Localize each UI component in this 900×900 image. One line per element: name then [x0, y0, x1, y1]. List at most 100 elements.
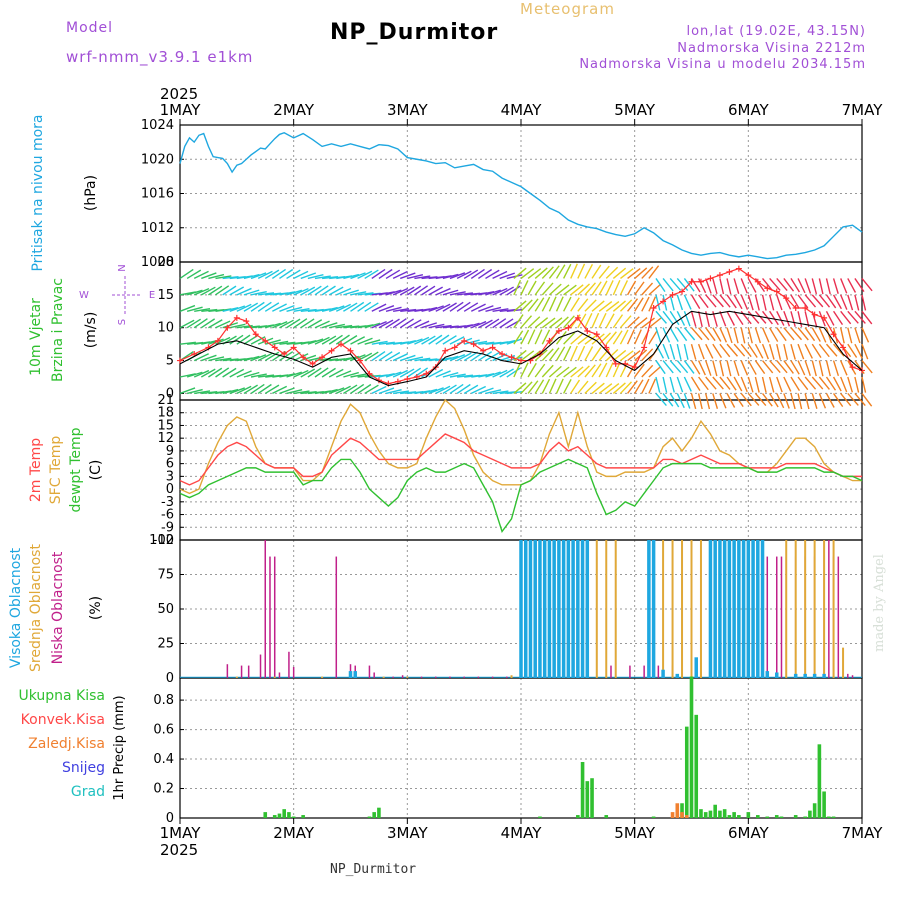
wind-barb	[648, 296, 657, 312]
wind-barb	[264, 269, 280, 280]
cloud_high-bar	[737, 540, 741, 678]
y-tick-label: 1012	[141, 221, 174, 236]
wind-barb	[612, 279, 621, 296]
wind-barb	[499, 354, 516, 362]
wind-barb	[520, 268, 535, 279]
wind-barb	[307, 367, 322, 378]
wind-barb	[584, 333, 599, 345]
wind-barb	[776, 327, 787, 342]
wind-barb	[733, 294, 743, 310]
wind-barb	[832, 278, 839, 294]
wind-gust-marker	[764, 285, 771, 292]
precip_total-bar	[590, 778, 594, 818]
wind-barb	[705, 327, 716, 342]
wind-barb	[257, 383, 272, 395]
wind-barb	[783, 311, 791, 327]
wind-barb	[428, 334, 443, 345]
precip_total-bar	[793, 815, 798, 818]
x-tick-label-bottom: 2MAY	[273, 824, 315, 842]
y-axis-label-dewpoint: dewpt Temp	[68, 427, 84, 512]
x-tick-label-bottom: 3MAY	[387, 824, 429, 842]
cloud_high-bar	[741, 540, 746, 678]
wind-barb	[783, 327, 795, 341]
y-tick-label: 12	[157, 431, 174, 446]
precip_total-bar	[808, 810, 812, 818]
precip_total-bar	[576, 815, 580, 818]
wind-barb	[726, 343, 739, 357]
wind-barb	[414, 275, 431, 280]
wind-barb	[371, 303, 387, 312]
wind-gust-marker	[489, 344, 496, 351]
wind-barb	[201, 340, 218, 345]
wind-barb	[200, 286, 216, 296]
x-tick-label-top: 2MAY	[273, 101, 315, 119]
wind-barb	[605, 266, 619, 279]
precip_total-bar	[727, 815, 732, 818]
wind-barb	[343, 384, 358, 395]
wind-barb	[605, 280, 614, 296]
wind-barb	[648, 330, 658, 345]
precip-legend-item: Zaledj.Kisa	[28, 736, 105, 752]
wind-barb	[861, 327, 870, 343]
wind-barb	[442, 355, 459, 362]
cloud_mid-bar	[794, 540, 797, 678]
y-tick-label: 0	[166, 671, 174, 686]
wind-barb	[584, 263, 594, 279]
wind-barb	[527, 298, 539, 312]
wind-barb	[371, 350, 386, 362]
precip_total-bar	[694, 714, 699, 818]
x-tick-label-bottom: 4MAY	[501, 824, 543, 842]
wind-barb	[655, 360, 666, 375]
wind-barb	[818, 278, 824, 295]
wind-barb	[818, 294, 831, 308]
wind-barb	[272, 303, 287, 312]
wind-gust-marker	[859, 367, 865, 374]
wind-barb	[378, 341, 395, 345]
wind-barb	[669, 294, 675, 311]
wind-barb	[350, 272, 366, 280]
wind-barb	[378, 351, 393, 362]
wind-barb	[705, 376, 717, 390]
wind-barb	[314, 336, 330, 345]
precip_total-bar	[737, 815, 741, 818]
wind-barb	[428, 368, 444, 378]
wind-barb	[193, 270, 209, 280]
wind-barb	[357, 337, 373, 345]
wind-barb	[776, 310, 785, 326]
wind-barb	[357, 374, 374, 378]
cloud_low-bar	[629, 665, 631, 678]
wind-barb	[705, 343, 714, 359]
wind-barb	[534, 329, 543, 345]
wind-barb	[534, 297, 545, 312]
wind-barb	[641, 282, 654, 296]
cloud_mid-bar	[595, 540, 598, 678]
wind-barb	[740, 327, 746, 344]
cloud_high-bar	[760, 540, 765, 678]
wind-barb	[733, 360, 740, 377]
wind-barb	[619, 280, 629, 296]
wind-barb	[257, 352, 273, 362]
wind-barb	[797, 327, 809, 341]
cloud_high-bar	[557, 540, 561, 678]
wind-barb	[286, 371, 303, 378]
wind-barb	[847, 278, 857, 293]
wind-gust-marker	[697, 278, 704, 285]
wind-gust-marker	[792, 305, 799, 311]
cloud_mid-bar	[321, 676, 324, 678]
wind-barb	[563, 296, 572, 312]
wind-barb	[861, 277, 873, 292]
wind-barb	[577, 263, 586, 279]
wind-barb	[250, 373, 267, 378]
precip_total-bar	[580, 762, 585, 818]
wind-barb	[754, 360, 766, 375]
cloud_high-bar	[561, 540, 566, 678]
wind-barb	[513, 279, 522, 296]
wind-barb	[350, 291, 367, 296]
wind-barb	[208, 273, 225, 280]
wind-barb	[825, 278, 831, 295]
cloud_high-bar	[661, 669, 665, 678]
wind-barb	[499, 318, 514, 329]
y-tick-label: 0.4	[153, 752, 174, 767]
wind-gust-marker	[442, 347, 449, 354]
